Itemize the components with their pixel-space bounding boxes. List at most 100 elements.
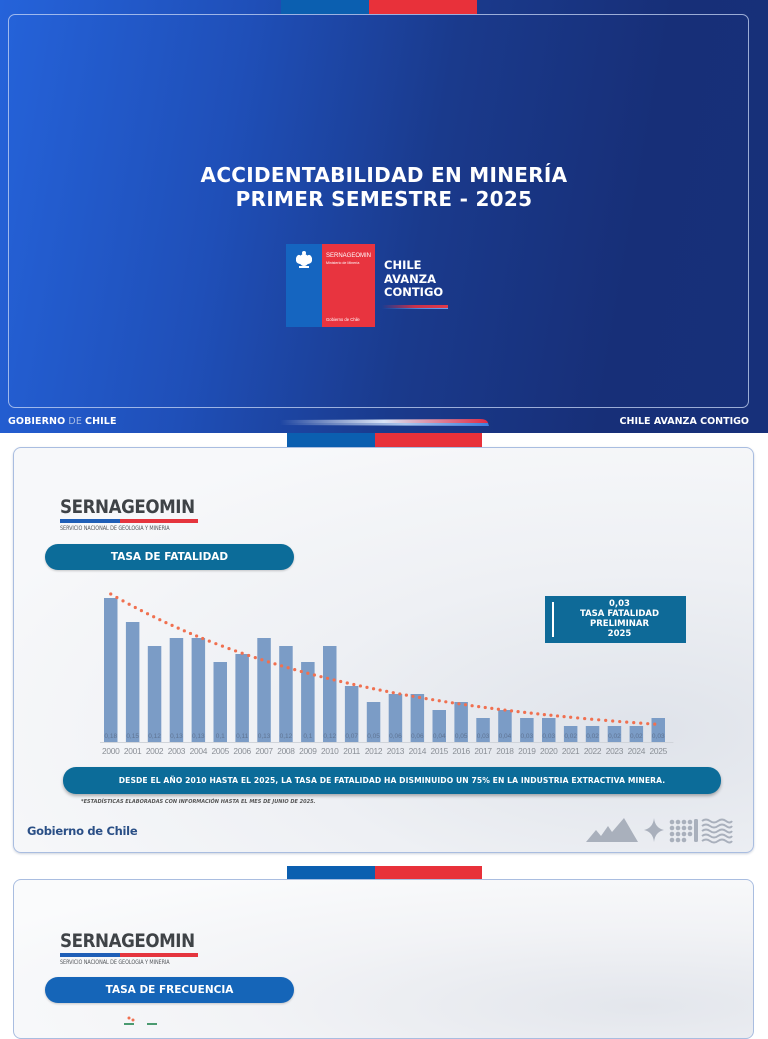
trend-dot-78 (618, 719, 622, 724)
x-tick-2024: 2024 (628, 746, 646, 756)
data-label-2008: 0,12 (280, 733, 293, 740)
trend-dot-39 (358, 684, 363, 688)
star-icon (644, 818, 664, 842)
grains-icon (669, 819, 698, 843)
trend-dot-73 (583, 716, 587, 721)
data-label-2011: 0,07 (345, 733, 358, 740)
x-tick-2008: 2008 (277, 746, 295, 756)
waves-icon (701, 818, 733, 844)
trend-dot-64 (523, 710, 527, 715)
trend-dot-69 (555, 714, 560, 718)
gobierno-de-chile-logo: Gobierno de Chile (27, 824, 138, 838)
trend-dot-49 (424, 696, 428, 701)
trend-dot-65 (529, 711, 533, 715)
bar-2014 (410, 694, 425, 742)
mountains-icon (586, 818, 638, 842)
trend-dot-9 (164, 620, 168, 625)
data-label-2013: 0,06 (389, 733, 402, 740)
trend-dot-4 (133, 605, 137, 610)
flag-stripe-red (375, 866, 482, 880)
cover-frame (8, 14, 749, 408)
trend-dot-43 (385, 689, 389, 693)
trend-dot-32 (312, 673, 317, 677)
trend-dot-61 (503, 708, 507, 712)
footer-slogan: CHILE AVANZA CONTIGO (619, 416, 749, 427)
bar-2004 (191, 638, 206, 742)
x-tick-2013: 2013 (387, 746, 405, 756)
flag-stripe-red (369, 0, 477, 14)
trend-dot-20 (233, 649, 238, 653)
bar-2019 (520, 718, 534, 742)
x-tick-2023: 2023 (606, 746, 624, 756)
trend-dot-56 (470, 704, 474, 708)
trend-dot-53 (450, 701, 454, 705)
bar-2001 (125, 622, 140, 742)
data-label-2025: 0,03 (652, 733, 665, 740)
bar-2020 (542, 718, 556, 742)
trend-dot-15 (201, 636, 205, 641)
x-tick-2001: 2001 (124, 746, 142, 756)
trend-dot-71 (569, 715, 573, 719)
trend-dot-12 (182, 629, 186, 633)
bar-2003 (169, 638, 184, 742)
flag-stripe-blue (287, 433, 375, 447)
data-label-2004: 0,13 (192, 733, 205, 740)
trend-dot-37 (345, 681, 349, 685)
x-tick-2018: 2018 (496, 746, 514, 756)
trend-dot-2 (121, 599, 125, 603)
x-tick-2005: 2005 (212, 746, 230, 756)
trend-dot-28 (286, 666, 290, 670)
trend-dot-23 (253, 656, 257, 660)
trend-dot-34 (325, 676, 330, 680)
chart-preview-fragment (124, 1016, 157, 1025)
data-label-2019: 0,03 (521, 733, 534, 740)
trend-dot-31 (306, 671, 310, 675)
bar-2015 (432, 710, 446, 742)
data-label-2006: 0,11 (236, 733, 249, 740)
bar-2022 (585, 726, 600, 742)
summary-banner: DESDE EL AÑO 2010 HASTA EL 2025, LA TASA… (63, 767, 721, 794)
cover-slide: ACCIDENTABILIDAD EN MINERÍA PRIMER SEMES… (0, 0, 768, 433)
x-tick-2015: 2015 (431, 746, 449, 756)
cover-title: ACCIDENTABILIDAD EN MINERÍA PRIMER SEMES… (0, 163, 768, 211)
bar-2023 (607, 726, 622, 742)
bar-2011 (344, 686, 359, 742)
trend-dot-35 (332, 678, 336, 682)
frequency-slide: SERNAGEOMIN SERVICIO NACIONAL DE GEOLOGÍ… (13, 879, 754, 1039)
data-label-2012: 0,05 (367, 733, 380, 740)
data-label-2009: 0,1 (303, 733, 312, 740)
sernageomin-brand: SERNAGEOMIN SERVICIO NACIONAL DE GEOLOGÍ… (60, 930, 213, 966)
x-tick-2011: 2011 (343, 746, 360, 756)
trend-dot-82 (646, 722, 650, 726)
trend-dot-16 (207, 639, 211, 643)
x-tick-2020: 2020 (540, 746, 558, 756)
trend-dot-75 (597, 718, 601, 722)
trend-dot-50 (431, 698, 435, 702)
trend-dot-62 (509, 709, 514, 713)
sernageomin-logo: SERNAGEOMIN Ministerio de Minería Gobier… (286, 244, 375, 327)
trend-dot-81 (639, 721, 643, 725)
data-label-2015: 0,04 (433, 733, 446, 740)
data-label-2000: 0,18 (104, 733, 117, 740)
coat-of-arms-icon (296, 251, 312, 268)
trend-dot-60 (496, 707, 500, 711)
trend-dot-30 (299, 669, 303, 674)
data-label-2024: 0,02 (630, 733, 643, 740)
trend-dot-54 (457, 702, 461, 706)
logo-ministry: Ministerio de Minería (326, 261, 360, 265)
footer-gobierno-de-chile: GOBIERNO DE CHILE (8, 416, 117, 427)
brand-subtitle: SERVICIO NACIONAL DE GEOLOGÍA Y MINERÍA (60, 525, 170, 532)
trend-dot-14 (194, 634, 199, 638)
trend-dot-26 (273, 662, 277, 666)
logo-agency: SERNAGEOMIN (326, 253, 372, 259)
trend-dot-41 (371, 687, 376, 691)
trend-dot-80 (632, 721, 636, 725)
trend-dot-33 (319, 675, 323, 679)
trend-dot-77 (611, 719, 615, 723)
x-tick-2000: 2000 (102, 746, 120, 756)
trend-dot-63 (516, 710, 520, 714)
brand-name: SERNAGEOMIN (60, 930, 195, 952)
flag-stripe-red (375, 433, 482, 447)
trend-dot-47 (411, 694, 415, 698)
data-label-2016: 0,05 (455, 733, 468, 740)
